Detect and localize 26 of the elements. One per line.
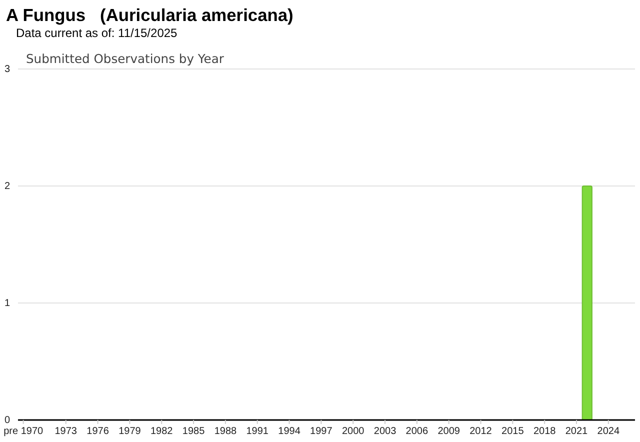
x-tick-label: 1985 bbox=[182, 426, 206, 438]
y-tick-label: 3 bbox=[4, 64, 10, 76]
x-tick-label: 1973 bbox=[54, 426, 78, 438]
x-tick-label: 2018 bbox=[533, 426, 556, 438]
x-tick-label: 1991 bbox=[246, 426, 269, 438]
x-tick-label: 1979 bbox=[118, 426, 142, 438]
y-tick-label: 1 bbox=[4, 298, 10, 310]
text: Submitted Observations by Year bbox=[26, 52, 225, 66]
chart-subtitle: Data current as of: 11/15/2025 bbox=[16, 26, 178, 40]
x-tick-label: 2000 bbox=[342, 426, 365, 438]
x-tick-label: 2024 bbox=[597, 426, 620, 438]
x-tick-label: 2012 bbox=[470, 426, 492, 438]
x-tick-label: 1976 bbox=[86, 426, 110, 438]
x-tick-label: 2003 bbox=[374, 426, 397, 438]
y-tick-label: 0 bbox=[4, 415, 10, 426]
x-tick-label: 2009 bbox=[438, 426, 460, 438]
x-tick-label: 1988 bbox=[214, 426, 237, 438]
x-tick-label: pre 1970 bbox=[4, 426, 44, 438]
y-tick-label: 2 bbox=[4, 181, 10, 192]
chart-title: A Fungus (Auricularia americana) bbox=[6, 5, 294, 25]
x-tick-label: 2015 bbox=[502, 426, 524, 438]
x-tick-label: 1982 bbox=[150, 426, 174, 438]
x-tick-label: 1994 bbox=[278, 426, 301, 438]
x-tick-label: 2006 bbox=[406, 426, 428, 438]
x-tick-label: 2021 bbox=[565, 426, 588, 438]
x-tick-label: 1997 bbox=[310, 426, 333, 438]
